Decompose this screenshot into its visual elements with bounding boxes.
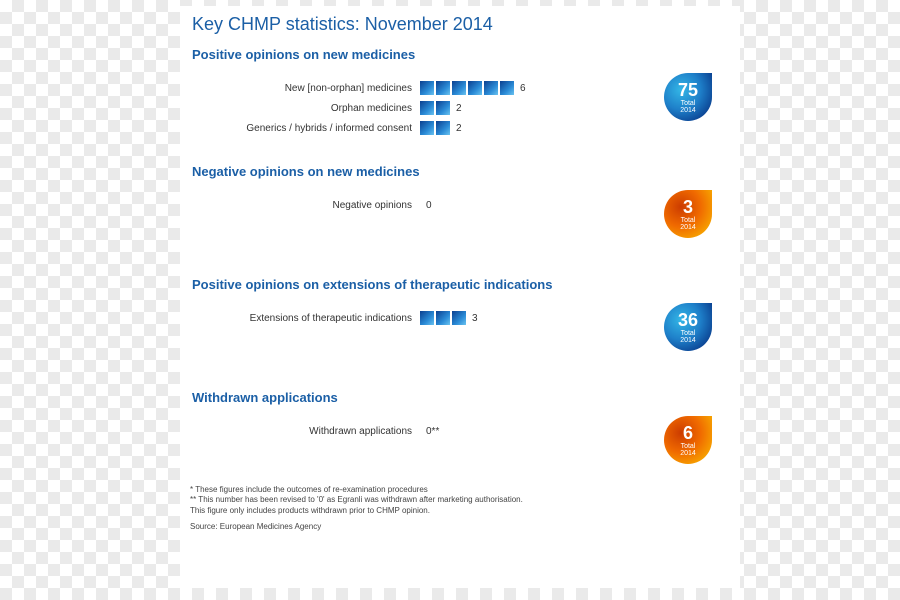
row-value: 3 (472, 313, 478, 324)
row-value: 2 (456, 103, 462, 114)
block-icon (436, 121, 450, 135)
row-value: 0 (426, 200, 432, 211)
block-bar (420, 101, 450, 115)
data-row: Orphan medicines 2 (190, 100, 730, 116)
badge-year: 2014 (680, 224, 696, 231)
badge-value: 36 (678, 311, 698, 329)
footnote-source: Source: European Medicines Agency (190, 522, 730, 532)
badge-sub: Total (681, 217, 696, 224)
row-label: Generics / hybrids / informed consent (190, 123, 420, 134)
row-value: 2 (456, 123, 462, 134)
row-label: New [non-orphan] medicines (190, 83, 420, 94)
block-icon (452, 311, 466, 325)
stat-section: Withdrawn applicationsWithdrawn applicat… (190, 390, 730, 475)
badge-year: 2014 (680, 107, 696, 114)
row-label: Extensions of therapeutic indications (190, 313, 420, 324)
row-label: Withdrawn applications (190, 426, 420, 437)
section-title: Positive opinions on new medicines (192, 47, 730, 62)
block-icon (436, 311, 450, 325)
badge-text: 75 Total 2014 (660, 69, 716, 125)
block-icon (420, 81, 434, 95)
badge-year: 2014 (680, 450, 696, 457)
badge-value: 3 (683, 198, 693, 216)
footnote-line: ** This number has been revised to '0' a… (190, 495, 730, 505)
total-badge: 6 Total 2014 (660, 412, 716, 468)
badge-sub: Total (681, 100, 696, 107)
total-badge: 36 Total 2014 (660, 299, 716, 355)
total-badge: 3 Total 2014 (660, 186, 716, 242)
badge-text: 36 Total 2014 (660, 299, 716, 355)
infographic-card: Key CHMP statistics: November 2014 Posit… (180, 6, 740, 588)
badge-value: 75 (678, 81, 698, 99)
badge-sub: Total (681, 330, 696, 337)
data-row: Generics / hybrids / informed consent 2 (190, 120, 730, 136)
footnote-line: * These figures include the outcomes of … (190, 485, 730, 495)
badge-sub: Total (681, 443, 696, 450)
data-row: Negative opinions 0 (190, 197, 730, 213)
section-title: Positive opinions on extensions of thera… (192, 277, 730, 292)
stat-section: Negative opinions on new medicines Negati… (190, 164, 730, 249)
stat-section: Positive opinions on extensions of thera… (190, 277, 730, 362)
row-label: Negative opinions (190, 200, 420, 211)
badge-text: 3 Total 2014 (660, 186, 716, 242)
block-icon (484, 81, 498, 95)
block-bar (420, 121, 450, 135)
section-title: Withdrawn applications (192, 390, 730, 405)
block-icon (468, 81, 482, 95)
page-title: Key CHMP statistics: November 2014 (192, 14, 730, 35)
row-value: 0** (426, 426, 439, 437)
block-icon (436, 101, 450, 115)
row-value: 6 (520, 83, 526, 94)
data-row: Extensions of therapeutic indications 3 (190, 310, 730, 326)
badge-text: 6 Total 2014 (660, 412, 716, 468)
block-icon (420, 121, 434, 135)
badge-year: 2014 (680, 337, 696, 344)
block-icon (420, 101, 434, 115)
stat-section: Positive opinions on new medicines New [n… (190, 47, 730, 136)
total-badge: 75 Total 2014 (660, 69, 716, 125)
footnotes: * These figures include the outcomes of … (190, 485, 730, 533)
block-bar (420, 81, 514, 95)
section-title: Negative opinions on new medicines (192, 164, 730, 179)
data-row: Withdrawn applications 0** (190, 423, 730, 439)
row-label: Orphan medicines (190, 103, 420, 114)
block-icon (436, 81, 450, 95)
data-row: New [non-orphan] medicines 6 (190, 80, 730, 96)
footnote-line: This figure only includes products withd… (190, 506, 730, 516)
block-bar (420, 311, 466, 325)
block-icon (420, 311, 434, 325)
block-icon (500, 81, 514, 95)
block-icon (452, 81, 466, 95)
badge-value: 6 (683, 424, 693, 442)
